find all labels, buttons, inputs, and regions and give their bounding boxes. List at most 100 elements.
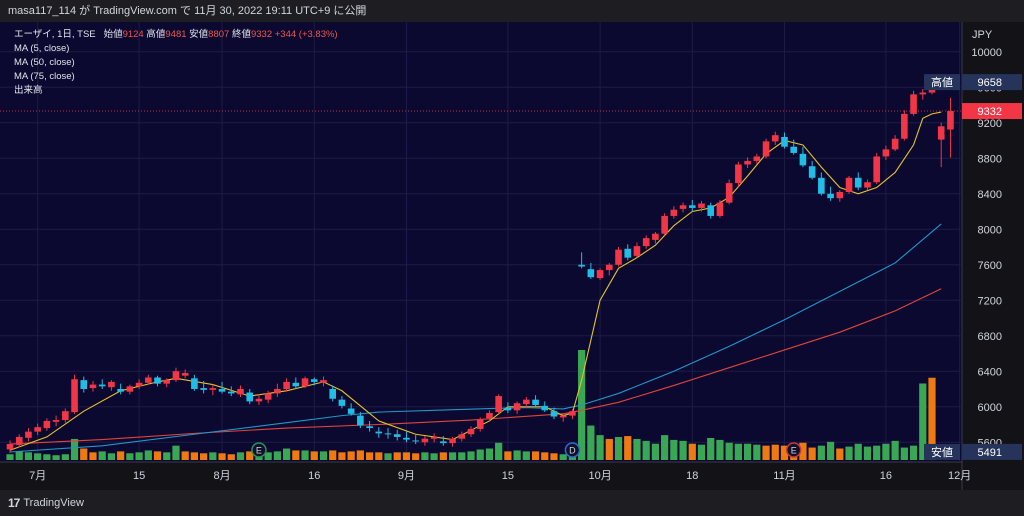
- volume-bar: [163, 452, 171, 460]
- candle-body: [218, 389, 226, 392]
- volume-bar: [402, 452, 411, 460]
- candle-body: [283, 381, 290, 389]
- candle-body: [864, 182, 871, 188]
- low-tag-label-bg: [924, 443, 960, 460]
- candle-body: [762, 141, 770, 157]
- high-label: 高値: [146, 29, 166, 40]
- candle-body: [43, 420, 51, 429]
- low-value: 8807: [208, 29, 230, 40]
- high-tag-label-bg: [924, 74, 960, 91]
- candle-body: [154, 377, 161, 384]
- volume-bar: [458, 452, 466, 460]
- high-value: 9481: [165, 29, 187, 40]
- candle-body: [163, 380, 171, 384]
- volume-bar: [504, 451, 512, 460]
- candle-body: [458, 434, 466, 439]
- candle-body: [15, 436, 23, 445]
- candle-body: [615, 249, 622, 265]
- volume-bar: [246, 451, 254, 460]
- candle-body: [108, 381, 115, 388]
- volume-bar: [780, 445, 789, 460]
- chart-area[interactable]: 1000096009200880084008000760072006800640…: [0, 22, 1024, 490]
- candle-body: [255, 398, 263, 402]
- volume-bar: [301, 450, 309, 460]
- brand-label: TradingView: [23, 497, 84, 509]
- candle-body: [52, 420, 60, 422]
- candle-body: [145, 377, 152, 383]
- candle-body: [624, 248, 632, 258]
- volume-bar: [421, 452, 429, 460]
- candle-body: [836, 191, 844, 199]
- volume-bar: [107, 453, 116, 460]
- volume-bar: [826, 441, 835, 460]
- ma50-legend[interactable]: MA (50, close): [14, 57, 75, 68]
- price-chart[interactable]: 1000096009200880084008000760072006800640…: [0, 22, 1024, 490]
- candle-body: [919, 92, 927, 95]
- candle-body: [292, 382, 300, 387]
- volume-bar: [513, 450, 521, 460]
- low-tag-value: 5491: [978, 447, 1002, 459]
- volume-bar: [596, 435, 604, 460]
- volume-bar: [227, 454, 235, 460]
- candle-body: [633, 246, 641, 256]
- candle-body: [642, 238, 650, 247]
- volume-bar: [448, 452, 457, 460]
- candle-body: [947, 111, 954, 130]
- candle-body: [126, 386, 134, 392]
- high-tag-value: 9658: [978, 77, 1002, 89]
- volume-bar: [836, 448, 844, 460]
- volume-bar: [80, 448, 88, 460]
- y-tick-label: 10000: [971, 47, 1002, 59]
- volume-bar: [34, 453, 42, 460]
- candle-body: [873, 156, 880, 183]
- volume-bar: [707, 438, 715, 460]
- ma75-legend[interactable]: MA (75, close): [14, 71, 75, 82]
- candle-body: [412, 440, 419, 442]
- volume-bar: [753, 444, 761, 460]
- volume-bar: [117, 451, 125, 460]
- volume-bar: [587, 425, 595, 460]
- volume-bar: [882, 443, 890, 460]
- volume-bar: [891, 440, 899, 460]
- y-tick-label: 6000: [978, 402, 1002, 414]
- candle-body: [688, 205, 696, 208]
- volume-bar: [264, 452, 272, 460]
- candle-body: [854, 177, 862, 188]
- close-label: 終値: [231, 29, 251, 40]
- candle-body: [89, 384, 97, 389]
- volume-bar: [716, 439, 724, 460]
- volume-bar: [744, 443, 752, 460]
- volume-legend[interactable]: 出来高: [14, 85, 43, 96]
- volume-bar: [338, 452, 346, 460]
- volume-bar: [624, 436, 632, 460]
- volume-bar: [172, 445, 180, 460]
- candle-body: [430, 436, 438, 439]
- candle-body: [449, 438, 456, 444]
- x-tick-label: 11月: [773, 470, 795, 482]
- volume-bar: [762, 445, 770, 460]
- y-tick-label: 8000: [978, 224, 1002, 236]
- candle-body: [71, 379, 78, 413]
- low-label: 安値: [189, 29, 209, 40]
- volume-bar: [928, 377, 936, 460]
- volume-bar: [153, 451, 162, 460]
- candle-body: [652, 233, 659, 240]
- volume-bar: [273, 451, 281, 460]
- candle-body: [301, 378, 309, 387]
- candle-body: [467, 428, 475, 435]
- y-tick-label: 8400: [978, 189, 1002, 201]
- volume-bar: [670, 439, 678, 460]
- volume-bar: [541, 452, 549, 460]
- candle-body: [495, 396, 502, 413]
- candle-body: [716, 202, 724, 216]
- ma5-legend[interactable]: MA (5, close): [14, 43, 70, 54]
- volume-bar: [52, 455, 60, 460]
- x-tick-label: 12月: [948, 470, 971, 482]
- volume-bar: [15, 451, 23, 460]
- volume-bar: [412, 453, 420, 460]
- price-axis-background: [962, 22, 1024, 490]
- tradingview-brand[interactable]: 17 TradingView: [8, 496, 84, 510]
- high-tag-label: 高値: [931, 75, 953, 89]
- volume-bar: [485, 448, 494, 460]
- x-tick-label: 9月: [398, 470, 415, 482]
